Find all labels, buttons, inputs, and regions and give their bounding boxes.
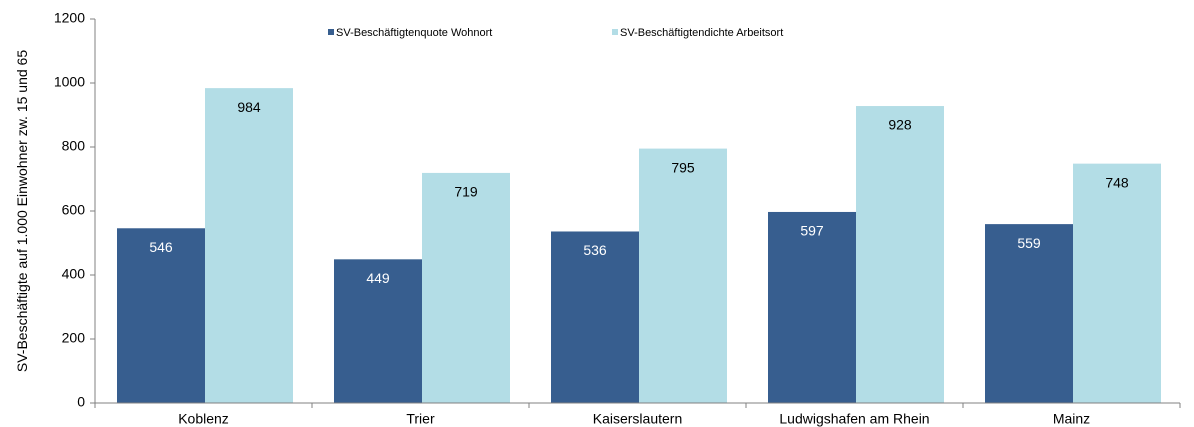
value-label: 597	[800, 223, 824, 239]
x-tick-label: Trier	[406, 411, 435, 427]
y-axis-label: SV-Beschäftigte auf 1.000 Einwohner zw. …	[14, 49, 30, 373]
x-tick-label: Ludwigshafen am Rhein	[779, 411, 929, 427]
legend-swatch	[328, 29, 334, 35]
bar	[639, 148, 727, 403]
bar	[768, 211, 856, 403]
value-label: 449	[366, 270, 390, 286]
value-label: 719	[454, 184, 478, 200]
bar	[856, 106, 944, 403]
value-label: 984	[237, 99, 261, 115]
bar	[985, 224, 1073, 403]
value-label: 559	[1017, 235, 1041, 251]
y-tick-label: 0	[77, 394, 85, 410]
y-tick-label: 1200	[54, 10, 85, 26]
y-tick-label: 200	[62, 330, 86, 346]
value-label: 795	[671, 159, 695, 175]
legend-label: SV-Beschäftigtenquote Wohnort	[336, 27, 492, 39]
value-label: 546	[149, 239, 173, 255]
value-label: 928	[888, 117, 912, 133]
bar	[117, 228, 205, 403]
y-tick-label: 600	[62, 202, 86, 218]
bar	[422, 172, 510, 403]
bar	[205, 88, 293, 404]
x-tick-label: Mainz	[1053, 411, 1090, 427]
bar	[1073, 163, 1161, 403]
value-label: 748	[1105, 174, 1129, 190]
legend-swatch	[612, 29, 618, 35]
y-tick-label: 800	[62, 138, 86, 154]
y-tick-label: 1000	[54, 74, 85, 90]
bar	[551, 231, 639, 403]
legend-label: SV-Beschäftigtendichte Arbeitsort	[620, 27, 783, 39]
x-tick-label: Koblenz	[178, 411, 229, 427]
x-tick-label: Kaiserslautern	[593, 411, 683, 427]
bar	[334, 259, 422, 403]
y-tick-label: 400	[62, 266, 86, 282]
value-label: 536	[583, 242, 607, 258]
